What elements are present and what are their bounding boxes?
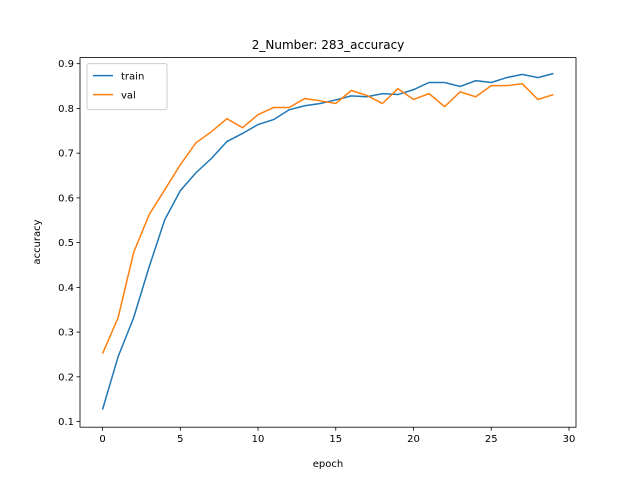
y-axis-label: accuracy xyxy=(32,219,43,264)
x-tick-label: 15 xyxy=(329,434,342,445)
y-tick-label: 0.7 xyxy=(58,149,74,160)
x-tick-label: 30 xyxy=(563,434,576,445)
legend-label: train xyxy=(121,72,144,83)
y-tick-label: 0.5 xyxy=(58,238,74,249)
x-tick-label: 25 xyxy=(485,434,498,445)
chart-title: 2_Number: 283_accuracy xyxy=(252,38,405,52)
y-tick-label: 0.8 xyxy=(58,104,74,115)
y-tick-label: 0.4 xyxy=(58,283,74,294)
x-tick-label: 0 xyxy=(99,434,105,445)
legend-box xyxy=(86,63,168,111)
legend-label: val xyxy=(121,91,136,102)
y-tick-label: 0.3 xyxy=(58,328,74,339)
y-tick-label: 0.6 xyxy=(58,193,74,204)
y-tick-label: 0.2 xyxy=(58,372,74,383)
x-tick-label: 20 xyxy=(407,434,420,445)
plot-frame xyxy=(79,57,577,428)
series-line xyxy=(101,83,554,354)
x-tick-label: 5 xyxy=(177,434,183,445)
x-axis-label: epoch xyxy=(313,459,343,470)
y-tick-label: 0.1 xyxy=(58,417,74,428)
x-tick-label: 10 xyxy=(252,434,265,445)
y-tick-label: 0.9 xyxy=(58,59,74,70)
